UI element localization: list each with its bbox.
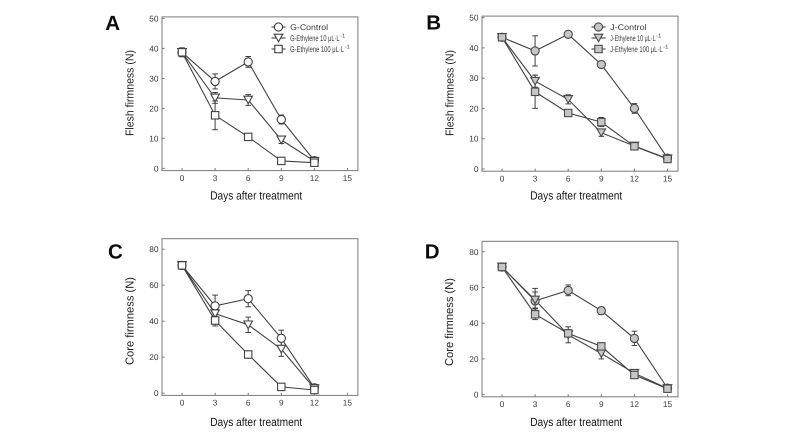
svg-text:6: 6 — [566, 174, 571, 184]
svg-text:G-Control: G-Control — [290, 23, 328, 32]
svg-text:10: 10 — [469, 134, 479, 144]
svg-text:15: 15 — [343, 398, 353, 408]
svg-text:20: 20 — [469, 354, 479, 364]
svg-text:15: 15 — [343, 173, 353, 183]
svg-text:9: 9 — [599, 174, 604, 184]
svg-text:80: 80 — [149, 244, 159, 254]
svg-text:3: 3 — [213, 173, 218, 183]
svg-text:Days after treatment: Days after treatment — [530, 415, 623, 429]
svg-text:3: 3 — [533, 174, 538, 184]
svg-text:3: 3 — [213, 398, 218, 408]
svg-text:40: 40 — [149, 43, 159, 53]
svg-text:50: 50 — [469, 13, 479, 23]
svg-text:0: 0 — [154, 163, 159, 173]
svg-text:0: 0 — [180, 398, 185, 408]
svg-text:80: 80 — [469, 247, 479, 257]
svg-text:12: 12 — [310, 173, 320, 183]
svg-text:30: 30 — [149, 73, 159, 83]
svg-text:A: A — [105, 12, 120, 35]
svg-text:-1: -1 — [340, 33, 345, 39]
svg-text:B: B — [426, 12, 441, 35]
svg-text:Core firmness (N): Core firmness (N) — [124, 277, 136, 365]
svg-text:3: 3 — [533, 399, 538, 409]
svg-text:40: 40 — [149, 316, 159, 326]
svg-text:10: 10 — [149, 133, 159, 143]
svg-text:20: 20 — [469, 103, 479, 113]
svg-text:20: 20 — [149, 352, 159, 362]
svg-text:6: 6 — [246, 398, 251, 408]
svg-text:0: 0 — [474, 164, 479, 174]
svg-text:J-Ethylene 10 μL·L: J-Ethylene 10 μL·L — [610, 34, 656, 43]
svg-text:-1: -1 — [345, 44, 350, 50]
svg-text:0: 0 — [180, 173, 185, 183]
svg-text:60: 60 — [469, 283, 479, 293]
svg-text:6: 6 — [246, 173, 251, 183]
svg-text:-1: -1 — [656, 33, 661, 39]
svg-text:Flesh firmness (N): Flesh firmness (N) — [444, 50, 456, 136]
svg-text:Days after treatment: Days after treatment — [530, 189, 623, 203]
svg-text:C: C — [108, 241, 123, 264]
svg-text:15: 15 — [663, 174, 673, 184]
svg-text:40: 40 — [469, 43, 479, 53]
svg-text:G-Ethylene 100 μL·L: G-Ethylene 100 μL·L — [290, 45, 344, 54]
svg-text:0: 0 — [154, 388, 159, 398]
svg-text:G-Ethylene 10 μL·L: G-Ethylene 10 μL·L — [290, 34, 340, 43]
svg-text:J-Ethylene 100 μL·L: J-Ethylene 100 μL·L — [610, 45, 663, 54]
svg-text:Days after treatment: Days after treatment — [210, 189, 303, 203]
svg-text:9: 9 — [599, 399, 604, 409]
svg-text:6: 6 — [566, 399, 571, 409]
svg-text:D: D — [425, 241, 440, 264]
svg-text:0: 0 — [474, 390, 479, 400]
svg-text:Days after treatment: Days after treatment — [210, 415, 303, 429]
svg-text:9: 9 — [279, 398, 284, 408]
svg-text:0: 0 — [500, 174, 505, 184]
svg-text:50: 50 — [149, 13, 159, 23]
svg-text:30: 30 — [469, 73, 479, 83]
svg-text:-1: -1 — [663, 44, 668, 50]
svg-text:60: 60 — [149, 280, 159, 290]
svg-text:15: 15 — [663, 399, 673, 409]
svg-text:9: 9 — [279, 173, 284, 183]
svg-text:12: 12 — [630, 174, 640, 184]
svg-text:12: 12 — [310, 398, 320, 408]
svg-text:20: 20 — [149, 103, 159, 113]
svg-text:12: 12 — [630, 399, 640, 409]
svg-text:Core firmness (N): Core firmness (N) — [444, 278, 456, 366]
svg-text:0: 0 — [500, 399, 505, 409]
svg-text:Flesh firmness (N): Flesh firmness (N) — [124, 50, 136, 136]
svg-text:40: 40 — [469, 318, 479, 328]
svg-text:J-Control: J-Control — [610, 23, 647, 32]
